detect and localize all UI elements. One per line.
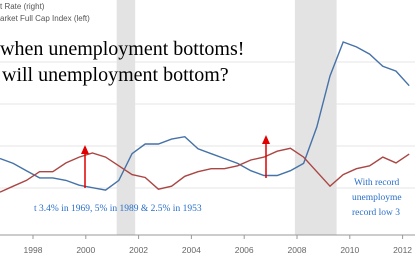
arrow	[262, 135, 270, 178]
x-tick-label: 2002	[129, 245, 148, 255]
arrow	[81, 145, 89, 188]
x-tick-label: 2000	[76, 245, 95, 255]
legend-entry: t Rate (right)	[0, 2, 45, 11]
series-line	[0, 147, 410, 193]
series-line	[0, 41, 410, 191]
recession-band	[294, 0, 337, 235]
x-tick-label: 2008	[288, 245, 307, 255]
x-tick-label: 2004	[182, 245, 201, 255]
x-tick-label: 1998	[24, 245, 43, 255]
annotation: With record	[354, 178, 400, 188]
recession-band	[116, 0, 136, 235]
x-tick-label: 2010	[340, 245, 359, 255]
x-tick-label: 2012	[393, 245, 412, 255]
annotation: when unemployment bottoms!	[0, 38, 244, 60]
x-tick-label: 2006	[235, 245, 254, 255]
plot-background	[0, 61, 415, 189]
annotation: will unemployment bottom?	[2, 64, 229, 86]
annotation: record low 3	[352, 208, 400, 218]
annotation: unemployme	[352, 193, 402, 203]
annotation: t 3.4% in 1969, 5% in 1989 & 2.5% in 195…	[34, 204, 202, 214]
legend-entry: arket Full Cap Index (left)	[0, 14, 90, 23]
